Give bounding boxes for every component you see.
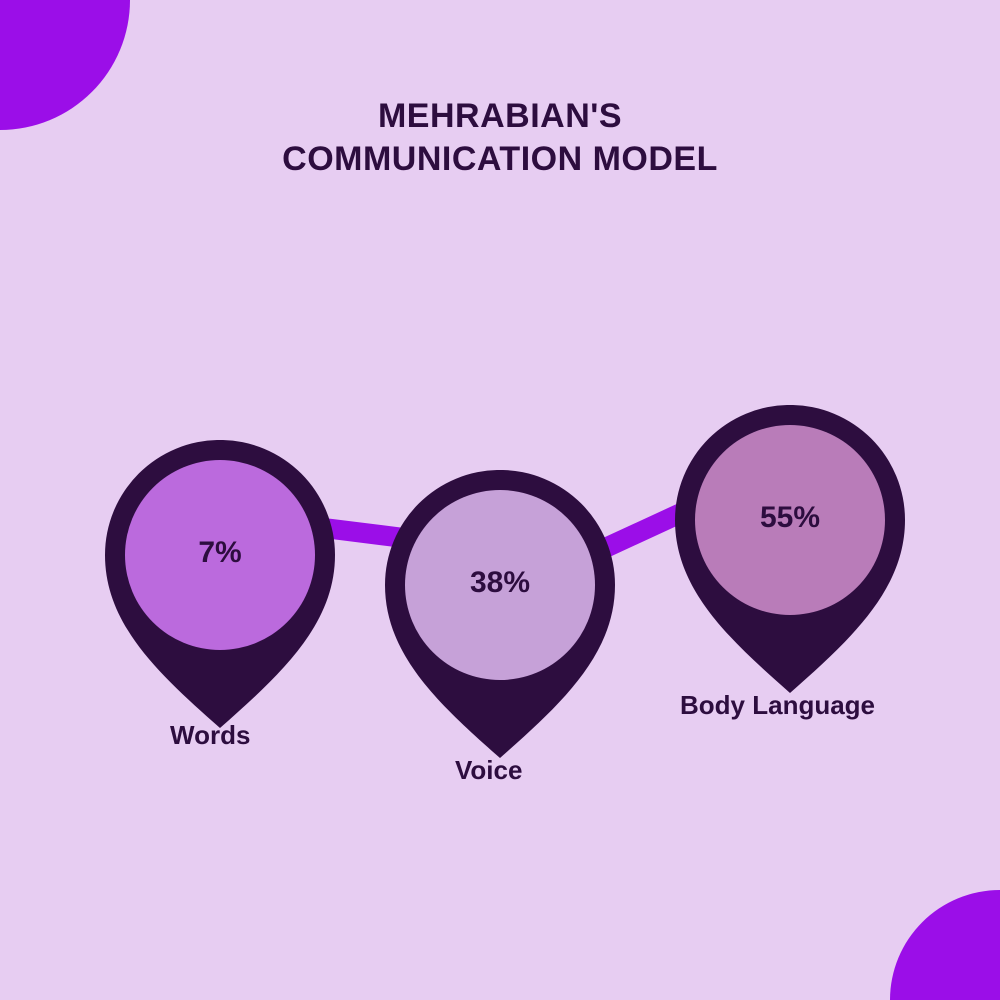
pin-label-0: Words	[170, 720, 250, 751]
title-line-2: COMMUNICATION MODEL	[282, 140, 718, 178]
pin-percent-0: 7%	[105, 536, 335, 570]
pin-0: 7%	[105, 440, 335, 730]
title-line-1: MEHRABIAN'S	[378, 97, 622, 135]
page-title: MEHRABIAN'S COMMUNICATION MODEL	[0, 95, 1000, 180]
pin-percent-1: 38%	[385, 566, 615, 600]
corner-accent-bottom-right	[890, 890, 1000, 1000]
pin-label-2: Body Language	[680, 690, 875, 721]
pin-label-1: Voice	[455, 755, 522, 786]
pin-1: 38%	[385, 470, 615, 760]
pin-2: 55%	[675, 405, 905, 695]
pin-percent-2: 55%	[675, 501, 905, 535]
infographic-canvas: MEHRABIAN'S COMMUNICATION MODEL 7% 38% 55%…	[0, 0, 1000, 1000]
